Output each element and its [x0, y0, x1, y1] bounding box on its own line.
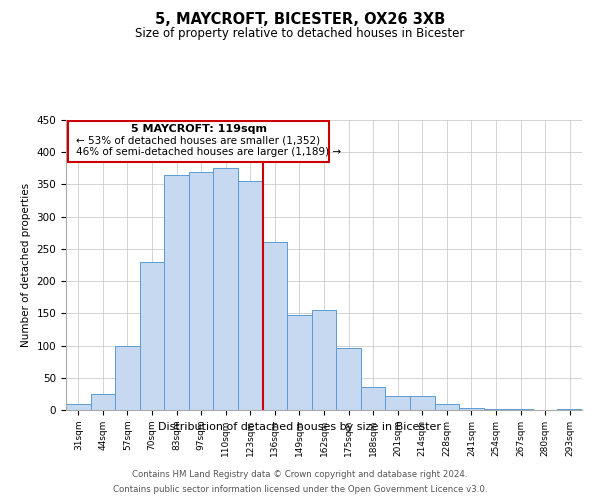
Text: Size of property relative to detached houses in Bicester: Size of property relative to detached ho…: [136, 28, 464, 40]
Text: 46% of semi-detached houses are larger (1,189) →: 46% of semi-detached houses are larger (…: [76, 147, 341, 157]
Bar: [287, 314, 312, 410]
Text: 5 MAYCROFT: 119sqm: 5 MAYCROFT: 119sqm: [131, 124, 266, 134]
Bar: [68, 122, 329, 162]
Bar: [189, 172, 214, 410]
Y-axis label: Number of detached properties: Number of detached properties: [21, 183, 31, 347]
Bar: [410, 396, 434, 410]
Bar: [263, 242, 287, 410]
Bar: [214, 168, 238, 410]
Bar: [66, 404, 91, 410]
Bar: [115, 346, 140, 410]
Bar: [312, 310, 336, 410]
Bar: [140, 262, 164, 410]
Bar: [459, 408, 484, 410]
Text: ← 53% of detached houses are smaller (1,352): ← 53% of detached houses are smaller (1,…: [76, 136, 320, 145]
Bar: [238, 181, 263, 410]
Bar: [557, 408, 582, 410]
Bar: [164, 175, 189, 410]
Bar: [91, 394, 115, 410]
Bar: [336, 348, 361, 410]
Bar: [361, 388, 385, 410]
Text: 5, MAYCROFT, BICESTER, OX26 3XB: 5, MAYCROFT, BICESTER, OX26 3XB: [155, 12, 445, 28]
Text: Contains public sector information licensed under the Open Government Licence v3: Contains public sector information licen…: [113, 485, 487, 494]
Bar: [484, 408, 508, 410]
Text: Distribution of detached houses by size in Bicester: Distribution of detached houses by size …: [158, 422, 442, 432]
Text: Contains HM Land Registry data © Crown copyright and database right 2024.: Contains HM Land Registry data © Crown c…: [132, 470, 468, 479]
Bar: [385, 396, 410, 410]
Bar: [434, 404, 459, 410]
